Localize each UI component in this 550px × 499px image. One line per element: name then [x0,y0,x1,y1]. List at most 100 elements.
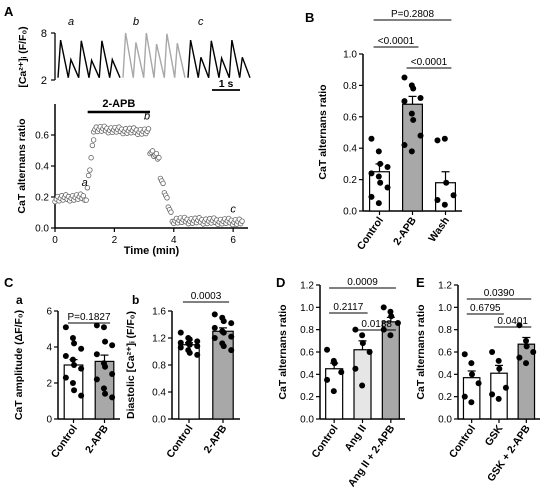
y-tick-label: 1.6 [152,307,166,318]
data-point [468,371,475,378]
x-tick-label: Ang II [342,423,369,454]
data-point [62,353,69,359]
data-point [441,135,448,142]
chart-layer: 0.0 0.2 0.4 0.6 0.8 1.0 CaT alternans ratio Con… [13,9,540,489]
data-point [194,343,201,350]
data-point [109,371,116,377]
calcium-trace [187,39,251,78]
data-point [69,380,76,386]
y-tick-label: 1.0 [343,50,357,61]
data-point [489,391,496,398]
data-point [93,351,100,358]
panel-label-b: B [305,10,314,25]
data-point [160,180,166,187]
y-tick-label: 0.0 [343,207,357,218]
panel-label-ca: a [16,293,23,307]
y-tick-label: 1.0 [438,303,452,314]
data-point [62,324,69,331]
data-point [177,339,184,346]
data-point [408,110,415,117]
data-point [84,185,91,191]
data-point [443,179,450,186]
data-point [102,390,109,397]
data-point [153,150,160,157]
x-tick-label: Control [447,423,478,461]
y-axis-title: CaT amplitude (ΔF/F₀) [13,310,25,420]
data-point [368,170,375,177]
data-point [194,351,201,358]
data-point [239,218,245,224]
data-point [502,384,509,391]
data-point [401,98,408,105]
data-point [523,343,530,350]
y-tick-label: 4 [46,343,52,354]
y-tick-label: 1.0 [300,303,314,314]
data-point [87,167,93,173]
trace-label: b [133,16,139,28]
data-point [352,365,359,372]
panel-label-e: E [416,275,425,290]
data-point [69,335,76,341]
data-point [211,335,218,341]
data-point [380,304,387,311]
data-point [88,155,94,161]
data-point [102,363,109,370]
data-point [164,195,170,201]
data-point [69,356,76,363]
data-point [359,382,366,389]
data-point [375,200,382,207]
data-point [324,346,331,353]
x-tick-label: 2-APB [83,423,111,456]
data-point [401,74,408,81]
data-point [109,394,116,401]
y-axis-title: CaT alternans ratio [16,118,28,213]
p-value-label: 0.0138 [361,319,392,330]
y-tick-label: 0.4 [300,370,314,381]
point-annotation: c [230,204,236,216]
y-tick-label: 2 [46,379,52,390]
y-tick-label: 0.0 [152,415,166,426]
p-value-label: 0.0003 [191,291,222,302]
data-point [461,393,468,400]
y-tick-label: 0.8 [343,81,357,92]
data-point [220,318,227,325]
data-point [177,344,184,351]
data-point [461,351,468,358]
data-point [377,179,384,186]
y-tick-label: 2 [41,75,47,87]
y-axis-title: CaT alternans ratio [415,304,427,399]
data-point [220,329,227,336]
y-tick-label: 0.6 [35,131,49,142]
data-point [388,313,395,320]
p-value-label: 0.6795 [470,303,501,314]
point-annotation: a [82,177,88,189]
panel-label-d: D [276,275,285,290]
data-point [168,209,174,215]
data-point [156,154,162,161]
data-point [324,376,331,383]
y-tick-label: 1.2 [438,281,452,292]
data-point [109,342,116,349]
data-point [78,345,85,352]
p-value-label: <0.0001 [411,57,448,68]
data-point [368,135,375,142]
data-point [100,324,107,331]
data-point [220,343,227,350]
data-point [495,357,502,364]
data-point [410,116,417,123]
data-point [384,164,391,171]
x-tick-label: Control [164,423,195,461]
x-tick-label: Control [309,423,340,461]
data-point [338,369,345,376]
data-point [434,197,441,204]
data-point [387,308,394,315]
panel-label-a: A [4,4,14,19]
data-point [368,193,375,200]
data-point [186,349,193,356]
calcium-trace [122,32,186,78]
y-axis-title: CaT alternans ratio [317,84,329,179]
data-point [523,337,530,344]
scale-bar-label: 1 s [219,78,234,90]
y-tick-label: 0.0 [300,415,314,426]
p-value-label: <0.0001 [378,36,415,47]
